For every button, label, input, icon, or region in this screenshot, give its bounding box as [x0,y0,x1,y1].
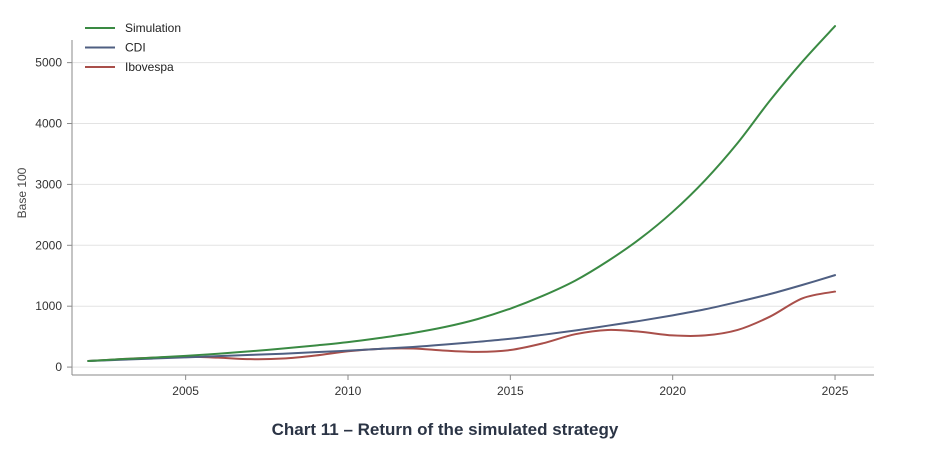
legend-label-simulation: Simulation [125,21,181,35]
legend-label-cdi: CDI [125,41,146,55]
legend: Simulation CDI Ibovespa [85,21,181,74]
y-tick-label: 3000 [35,177,62,191]
series-line-ibovespa [87,290,837,362]
y-axis-label: Base 100 [15,167,29,218]
x-tick-label: 2020 [659,384,686,398]
x-axis-ticks: 2005 2010 2015 2020 2025 [172,375,849,398]
series-line-simulation [87,25,837,362]
x-tick-label: 2025 [822,384,849,398]
legend-label-ibovespa: Ibovespa [125,60,174,74]
grid [72,62,874,368]
y-tick-label: 4000 [35,117,62,131]
y-axis-ticks: 0 1000 2000 3000 4000 5000 [35,56,72,374]
axes [71,40,874,376]
x-tick-label: 2005 [172,384,199,398]
y-tick-label: 2000 [35,238,62,252]
x-tick-label: 2015 [497,384,524,398]
series-line-cdi [87,274,837,362]
x-tick-label: 2010 [335,384,362,398]
chart-caption: Chart 11 – Return of the simulated strat… [271,420,619,439]
series-lines [87,25,837,362]
y-tick-label: 1000 [35,299,62,313]
y-tick-label: 0 [55,360,62,374]
y-tick-label: 5000 [35,56,62,70]
